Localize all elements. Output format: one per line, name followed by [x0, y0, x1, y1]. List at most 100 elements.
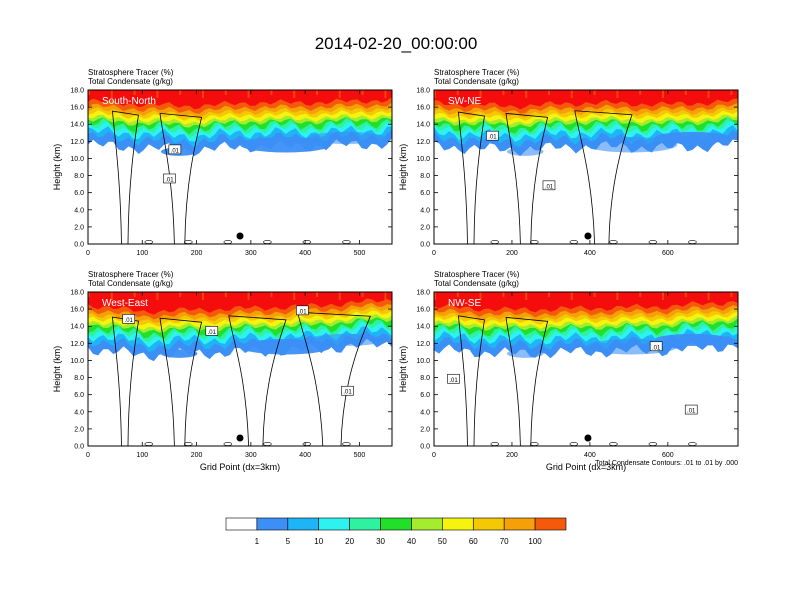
y-tick-label: 16.0	[70, 307, 84, 314]
y-tick-label: 18.0	[416, 290, 430, 297]
y-tick-label: 0.0	[420, 444, 430, 451]
subtitle-tracer: Stratosphere Tracer (%)	[88, 270, 174, 279]
y-tick-label: 4.0	[420, 409, 430, 416]
figure-title: 2014-02-20_00:00:00	[315, 34, 478, 53]
panel-title: SW-NE	[448, 96, 481, 107]
subtitle-condensate: Total Condensate (g/kg)	[88, 279, 173, 288]
y-tick-label: 18.0	[70, 290, 84, 297]
heatmap-field: .01 .01 .01	[434, 292, 738, 446]
plot-frame	[87, 291, 393, 447]
x-tick-label: 500	[354, 250, 366, 257]
colorbar-label: 5	[286, 537, 291, 546]
contour-label: .01	[545, 184, 554, 190]
y-tick-label: 18.0	[416, 88, 430, 95]
panel-title: West-East	[102, 298, 148, 309]
y-tick-label: 14.0	[416, 122, 430, 129]
y-tick-label: 2.0	[420, 426, 430, 433]
x-tick-label: 0	[432, 250, 436, 257]
colorbar-label: 60	[469, 537, 478, 546]
contour-label: .01	[343, 390, 352, 396]
x-tick-label: 0	[86, 250, 90, 257]
subtitle-condensate: Total Condensate (g/kg)	[434, 77, 519, 86]
y-tick-label: 10.0	[416, 358, 430, 365]
x-tick-label: 200	[191, 452, 203, 459]
colorbar-label: 10	[314, 537, 323, 546]
y-tick-label: 10.0	[70, 358, 84, 365]
contour-label: .01	[125, 318, 134, 324]
y-tick-label: 16.0	[416, 105, 430, 112]
colorbar-swatch	[256, 517, 289, 531]
colorbar: 1 5 10 20 30 40 50 60 70 100	[225, 517, 567, 546]
condensate-contour	[159, 112, 203, 244]
colorbar-swatch	[287, 517, 320, 531]
y-tick-label: 6.0	[74, 190, 84, 197]
y-tick-label: 2.0	[420, 224, 430, 231]
plot-frame	[433, 89, 739, 245]
y-tick-label: 12.0	[416, 341, 430, 348]
x-tick-label: 600	[662, 250, 674, 257]
x-tick-label: 300	[245, 452, 257, 459]
location-marker	[236, 434, 244, 442]
colorbar-swatch	[318, 517, 350, 531]
x-tick-label: 200	[506, 250, 518, 257]
location-marker	[584, 434, 592, 442]
colorbar-swatch	[349, 517, 381, 531]
x-tick-label: 0	[432, 452, 436, 459]
y-tick-label: 14.0	[70, 122, 84, 129]
heatmap-field: .01 .01	[434, 90, 738, 244]
y-axis-label: Height (km)	[52, 144, 62, 191]
colorbar-label: 20	[345, 537, 354, 546]
condensate-contour	[574, 110, 633, 244]
subtitle-tracer: Stratosphere Tracer (%)	[88, 68, 174, 77]
y-tick-label: 12.0	[70, 139, 84, 146]
colorbar-swatch	[472, 517, 505, 531]
x-tick-label: 300	[245, 250, 257, 257]
colorbar-swatch	[442, 517, 474, 531]
y-tick-label: 14.0	[416, 324, 430, 331]
y-tick-label: 10.0	[416, 156, 430, 163]
plot-frame	[87, 89, 393, 245]
panels-group: .01 .01 South-North Stratosphere Tracer (%)…	[52, 68, 739, 472]
y-tick-label: 0.0	[420, 242, 430, 249]
condensate-contour	[505, 316, 549, 446]
panel-title: NW-SE	[448, 298, 481, 309]
condensate-contour	[112, 110, 139, 244]
y-tick-label: 2.0	[74, 426, 84, 433]
condensate-contour	[458, 111, 485, 244]
panel-title: South-North	[102, 96, 156, 107]
subtitle-condensate: Total Condensate (g/kg)	[88, 77, 173, 86]
panel-3: .01 .01 .01 .01 West-East Stratosphere Tracer…	[52, 270, 393, 472]
heatmap-field: .01 .01	[88, 90, 392, 244]
y-tick-label: 10.0	[70, 156, 84, 163]
y-tick-label: 8.0	[74, 375, 84, 382]
contour-label: .01	[687, 409, 696, 415]
x-tick-label: 0	[86, 452, 90, 459]
plot-frame	[433, 291, 739, 447]
x-axis-label: Grid Point (dx=3km)	[546, 462, 626, 472]
y-tick-label: 8.0	[74, 173, 84, 180]
colorbar-label: 100	[528, 537, 542, 546]
x-tick-label: 100	[136, 452, 148, 459]
contour-label: .01	[171, 148, 180, 154]
x-tick-label: 500	[354, 452, 366, 459]
colorbar-label: 30	[376, 537, 385, 546]
contour-label: .01	[165, 177, 174, 183]
y-tick-label: 12.0	[416, 139, 430, 146]
contour-label: .01	[488, 135, 497, 141]
colorbar-swatch	[380, 517, 412, 531]
contour-label: .01	[449, 378, 458, 384]
location-marker	[584, 232, 592, 240]
y-tick-label: 8.0	[420, 173, 430, 180]
x-tick-label: 400	[299, 452, 311, 459]
y-axis-label: Height (km)	[52, 346, 62, 393]
x-axis-label: Grid Point (dx=3km)	[200, 462, 280, 472]
contour-label: .01	[652, 345, 661, 351]
x-tick-label: 400	[584, 452, 596, 459]
subtitle-condensate: Total Condensate (g/kg)	[434, 279, 519, 288]
colorbar-swatch	[411, 517, 443, 531]
location-marker	[236, 232, 244, 240]
y-tick-label: 4.0	[420, 207, 430, 214]
colorbar-swatch	[225, 517, 258, 531]
y-tick-label: 14.0	[70, 324, 84, 331]
